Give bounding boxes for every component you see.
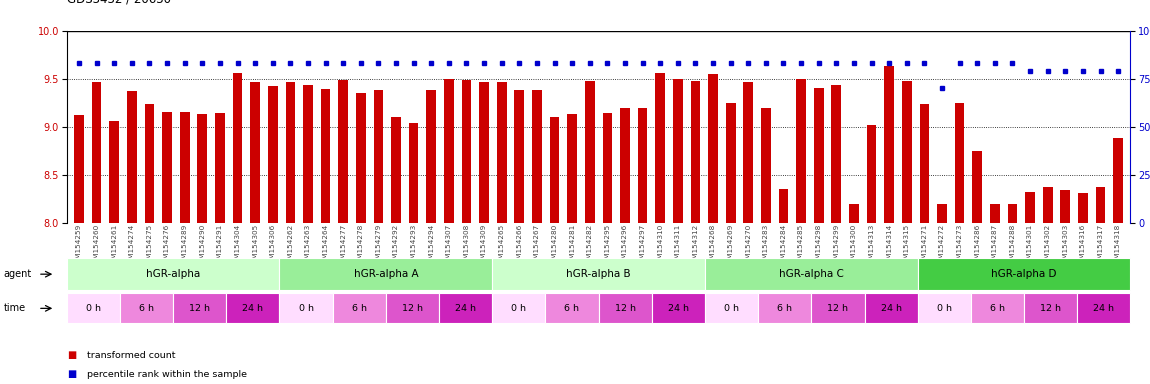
Bar [480,82,489,223]
Bar [884,66,894,223]
Text: 12 h: 12 h [189,304,210,313]
Bar [603,113,612,223]
Text: 12 h: 12 h [401,304,423,313]
Bar [75,115,84,223]
Text: 6 h: 6 h [990,304,1005,313]
Bar [1025,192,1035,223]
Bar [232,73,243,223]
Text: hGR-alpha C: hGR-alpha C [779,269,844,279]
Bar [761,108,771,223]
Bar [461,80,472,223]
Bar [779,189,789,223]
Bar [321,89,330,223]
Bar [391,117,401,223]
Text: 24 h: 24 h [1094,304,1114,313]
Text: 6 h: 6 h [352,304,367,313]
Text: 12 h: 12 h [1040,304,1061,313]
Text: 12 h: 12 h [614,304,636,313]
Bar [620,108,630,223]
Bar [656,73,665,223]
Bar [198,114,207,223]
Bar [338,80,348,223]
Bar [514,90,524,223]
Bar [708,74,718,223]
Bar [567,114,577,223]
Bar [990,204,999,223]
Text: percentile rank within the sample: percentile rank within the sample [87,370,247,379]
Bar [1007,204,1018,223]
Text: 0 h: 0 h [937,304,952,313]
Bar [814,88,823,223]
Bar [215,113,224,223]
Text: ■: ■ [67,369,76,379]
Bar [1043,187,1052,223]
Bar [831,86,841,223]
Text: 12 h: 12 h [827,304,849,313]
Text: 0 h: 0 h [724,304,739,313]
Bar [285,82,296,223]
Text: 24 h: 24 h [455,304,476,313]
Bar [1096,187,1105,223]
Bar [743,82,753,223]
Bar [973,151,982,223]
Text: hGR-alpha: hGR-alpha [146,269,200,279]
Bar [408,123,419,223]
Bar [444,79,454,223]
Text: 0 h: 0 h [86,304,101,313]
Bar [920,104,929,223]
Bar [585,81,595,223]
Text: 6 h: 6 h [565,304,580,313]
Bar [954,103,965,223]
Text: 6 h: 6 h [777,304,792,313]
Bar [92,82,101,223]
Text: hGR-alpha B: hGR-alpha B [566,269,631,279]
Text: 24 h: 24 h [243,304,263,313]
Text: hGR-alpha D: hGR-alpha D [991,269,1057,279]
Bar [902,81,912,223]
Bar [356,93,366,223]
Bar [1060,190,1071,223]
Bar [638,108,647,223]
Bar [268,86,277,223]
Bar [251,82,260,223]
Bar [796,79,806,223]
Bar [497,82,506,223]
Bar [427,90,436,223]
Bar [179,112,190,223]
Bar [109,121,120,223]
Text: 0 h: 0 h [299,304,314,313]
Text: ■: ■ [67,350,76,360]
Text: hGR-alpha A: hGR-alpha A [353,269,419,279]
Bar [1113,138,1122,223]
Text: agent: agent [3,269,32,279]
Bar [304,86,313,223]
Bar [849,204,859,223]
Bar [1078,193,1088,223]
Text: 24 h: 24 h [668,304,689,313]
Text: time: time [3,303,25,313]
Text: 6 h: 6 h [139,304,154,313]
Bar [374,90,383,223]
Text: GDS3432 / 20630: GDS3432 / 20630 [67,0,170,6]
Bar [691,81,700,223]
Bar [937,204,946,223]
Bar [550,117,559,223]
Text: transformed count: transformed count [87,351,176,360]
Bar [726,103,736,223]
Bar [145,104,154,223]
Bar [162,112,172,223]
Text: 24 h: 24 h [881,304,902,313]
Bar [673,79,683,223]
Bar [126,91,137,223]
Text: 0 h: 0 h [512,304,527,313]
Bar [867,125,876,223]
Bar [532,90,542,223]
